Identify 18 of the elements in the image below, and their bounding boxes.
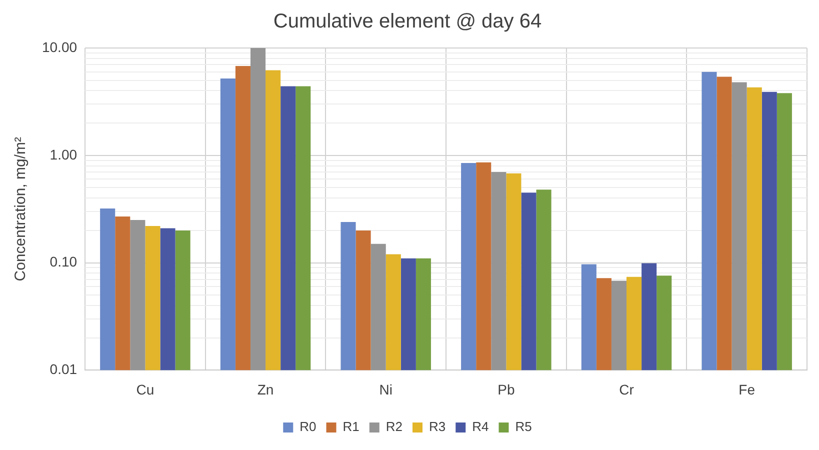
x-tick-label: Pb	[498, 381, 515, 398]
x-tick-label: Cr	[619, 381, 634, 398]
y-axis-title: Concentration, mg/m²	[12, 136, 30, 282]
x-tick-label: Fe	[738, 381, 756, 398]
chart-title: Cumulative element @ day 64	[273, 10, 542, 33]
legend-label: R5	[515, 419, 532, 434]
legend-label: R1	[342, 419, 360, 434]
legend-label: R0	[300, 419, 316, 434]
y-tick-label: 0.10	[50, 254, 78, 270]
legend-label: R2	[386, 419, 403, 434]
legend-label: R3	[429, 419, 446, 434]
y-tick-label: 0.01	[50, 361, 78, 378]
y-tick-label: 10.00	[42, 38, 78, 55]
x-tick-label: Zn	[257, 381, 274, 398]
y-tick-label: 1.00	[50, 146, 78, 162]
x-tick-label: Ni	[379, 381, 392, 398]
legend-label: R4	[472, 419, 489, 434]
x-tick-label: Cu	[136, 381, 154, 398]
